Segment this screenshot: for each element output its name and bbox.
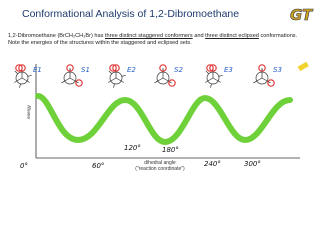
br-highlight	[258, 64, 266, 72]
br-highlight	[267, 79, 275, 87]
br-highlight	[209, 64, 217, 72]
back-bond	[121, 74, 126, 77]
back-bond	[205, 70, 209, 75]
back-bond	[27, 74, 32, 77]
back-bond	[210, 83, 212, 88]
back-bond	[19, 83, 21, 88]
x-tick-label: 120°	[124, 144, 141, 152]
br-highlight	[206, 64, 214, 72]
back-bond	[108, 70, 112, 75]
front-bond	[62, 77, 71, 83]
front-bond	[205, 77, 214, 83]
br-highlight	[66, 64, 74, 72]
text-run: and	[192, 33, 206, 39]
conformer-label: E2	[127, 66, 136, 74]
slide: Conformational Analysis of 1,2-Dibromoet…	[8, 6, 314, 172]
br-highlight	[168, 79, 176, 87]
conformer-label: S3	[273, 66, 282, 74]
text-run: three distinct staggered conformers	[104, 33, 193, 39]
conformer-label: S2	[174, 66, 183, 74]
text-run: 1,2-Dibromoethane (BrCH₂CH₂Br) has	[8, 33, 105, 39]
back-bond	[14, 70, 18, 75]
y-label: energy	[26, 104, 31, 119]
br-highlight	[112, 64, 120, 72]
conformer-label: E3	[224, 66, 233, 74]
br-highlight	[159, 64, 167, 72]
x-tick-label: 240°	[204, 160, 221, 168]
br-highlight	[75, 79, 83, 87]
x-tick-label: 300°	[244, 160, 261, 168]
logo: GT	[290, 6, 314, 24]
br-highlight	[18, 64, 26, 72]
back-bond	[113, 83, 115, 88]
br-highlight	[15, 64, 23, 72]
front-bond	[14, 77, 23, 83]
front-bond	[155, 77, 164, 83]
highlighter-icon	[297, 61, 309, 72]
back-bond	[218, 74, 223, 77]
front-bond	[212, 77, 221, 83]
x-label: dihedral angle	[144, 160, 176, 166]
front-bond	[108, 77, 117, 83]
front-bond	[254, 77, 263, 83]
br-highlight	[109, 64, 117, 72]
conformer-label: S1	[81, 66, 90, 74]
text-run: conformations. Note the energies of the …	[8, 33, 298, 47]
text-run: three distinct eclipsed	[205, 33, 259, 39]
conformer-label: E1	[33, 66, 42, 74]
diagram: Conformational Analysis of 1,2-Dibromoet…	[14, 6, 314, 172]
x-tick-label: 0°	[20, 162, 28, 170]
x-tick-label: 60°	[92, 162, 104, 170]
paragraph: 1,2-Dibromoethane (BrCH₂CH₂Br) has three…	[8, 33, 298, 48]
front-bond	[21, 77, 30, 83]
x-sublabel: ("reaction coordinate")	[135, 166, 185, 172]
x-tick-label: 180°	[162, 146, 179, 154]
front-bond	[115, 77, 124, 83]
title: Conformational Analysis of 1,2-Dibromoet…	[22, 8, 239, 20]
energy-curve	[35, 93, 293, 146]
